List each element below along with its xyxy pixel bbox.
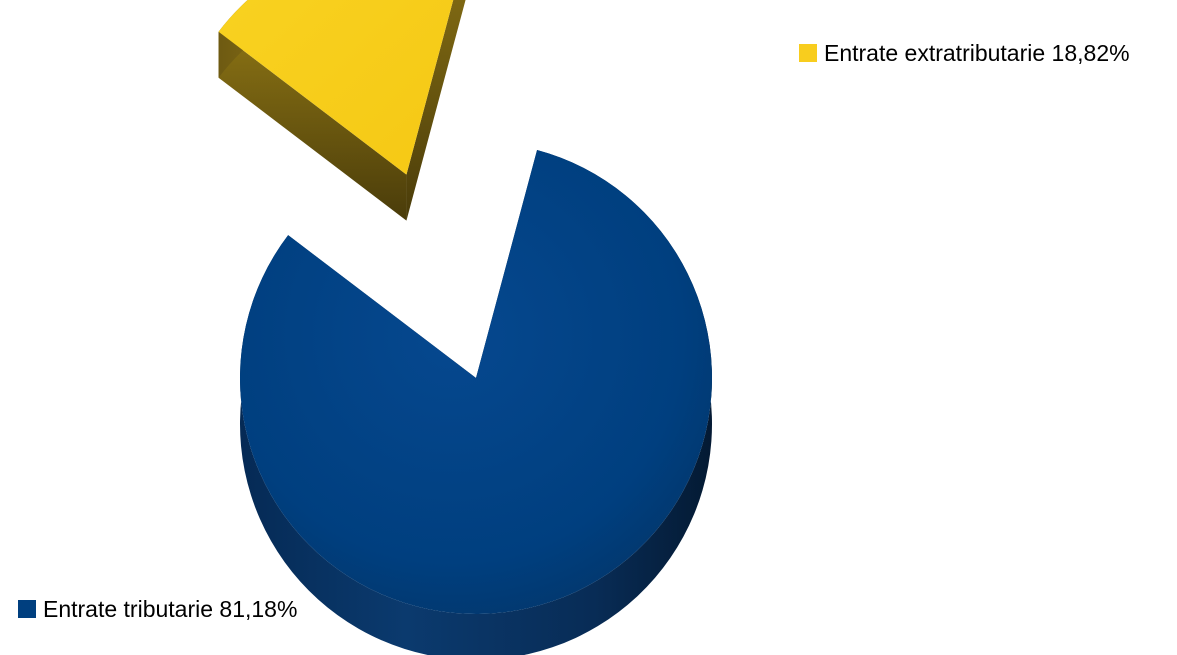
- pie-labels: Entrate tributarie 81,18% Entrate extratr…: [18, 40, 1130, 622]
- label-tributarie: Entrate tributarie 81,18%: [18, 596, 297, 622]
- slice-extratributarie: [218, 0, 454, 175]
- label-extratributarie: Entrate extratributarie 18,82%: [799, 40, 1130, 66]
- slice-extratributarie-wall-0: [218, 31, 407, 221]
- label-extratributarie-text: Entrate extratributarie 18,82%: [824, 40, 1130, 66]
- label-tributarie-marker: [18, 600, 36, 618]
- slice-extratributarie-wall-1: [406, 0, 466, 221]
- pie-slices: [218, 0, 712, 655]
- label-tributarie-text: Entrate tributarie 81,18%: [43, 596, 297, 622]
- slice-tributarie: [240, 150, 712, 614]
- label-extratributarie-marker: [799, 44, 817, 62]
